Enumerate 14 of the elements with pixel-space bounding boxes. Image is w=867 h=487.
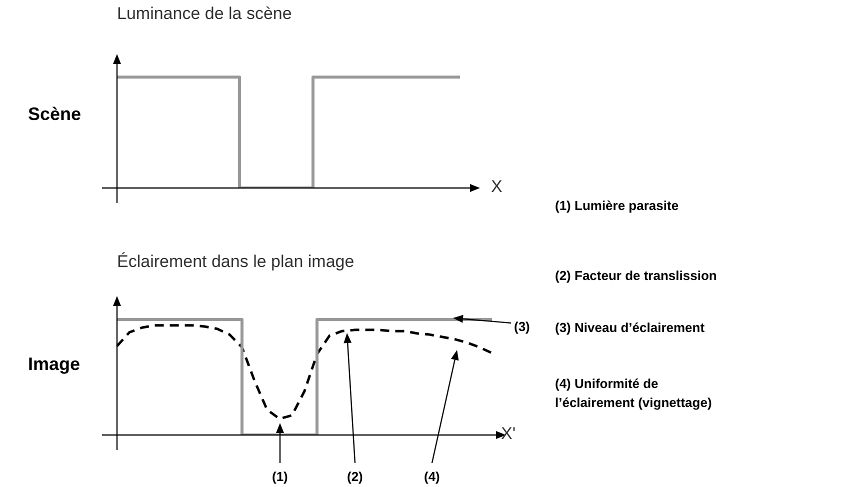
chart-title: Éclairement dans le plan image xyxy=(117,252,354,272)
text: (1) xyxy=(272,468,288,486)
text: (3) xyxy=(514,318,530,336)
y-axis-title: Scène xyxy=(28,104,82,125)
text: (3) Niveau d’éclairement xyxy=(555,319,706,337)
text: (4) xyxy=(424,468,440,486)
y-axis-title: Image xyxy=(28,354,80,375)
x-axis-title: X xyxy=(491,177,502,197)
chart-title: Luminance de la scène xyxy=(117,4,292,24)
x-axis-title: X' xyxy=(501,424,516,444)
text: (2) xyxy=(347,468,363,486)
text: (1) Lumière parasite xyxy=(555,197,680,215)
text: (4) Uniformité de l’éclairement (vignettage) xyxy=(555,375,713,412)
text: (2) Facteur de translission xyxy=(555,267,718,285)
